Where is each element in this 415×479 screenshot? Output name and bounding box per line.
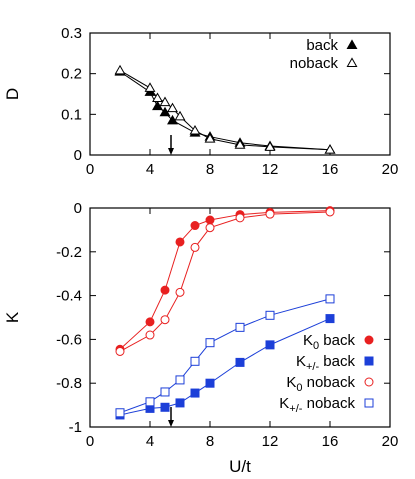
data-point (190, 356, 200, 366)
data-point (205, 215, 215, 225)
arrow-head (168, 420, 174, 427)
legend-label: noback (290, 55, 339, 72)
data-point (167, 102, 178, 113)
series (114, 64, 336, 154)
data-point (115, 346, 125, 356)
y-tick-label: 0.2 (61, 66, 82, 83)
y-tick-label: 0.1 (61, 106, 82, 123)
data-point (167, 114, 178, 125)
data-point (174, 110, 186, 121)
series-line (119, 71, 331, 151)
data-point (152, 92, 163, 103)
data-point (325, 207, 335, 217)
y-tick-label: -1 (69, 419, 82, 436)
x-axis-label: U/t (229, 457, 251, 476)
y-axis-label: K (3, 311, 22, 323)
data-point (205, 378, 215, 388)
x-tick-label: 0 (86, 433, 94, 450)
legend-label: K0 back (303, 332, 355, 352)
x-tick-label: 0 (86, 161, 94, 178)
series (114, 66, 336, 154)
data-point (190, 388, 200, 398)
x-tick-label: 12 (262, 433, 279, 450)
series-line (119, 69, 331, 151)
data-point (145, 397, 155, 407)
data-point (145, 317, 155, 327)
series-line (119, 210, 331, 350)
y-tick-label: 0 (74, 200, 82, 217)
data-point (160, 285, 170, 295)
legend-marker (346, 57, 358, 67)
plot-frame (89, 207, 391, 428)
data-point (144, 82, 156, 92)
data-point (190, 221, 200, 231)
data-point (159, 96, 171, 107)
plot-frame (89, 32, 391, 156)
x-tick-label: 20 (382, 161, 399, 178)
y-tick-label: -0.6 (56, 331, 82, 348)
x-tick-label: 20 (382, 433, 399, 450)
legend-label: K0 noback (286, 374, 355, 394)
x-tick-label: 8 (206, 433, 214, 450)
y-tick-label: 0.3 (61, 25, 82, 42)
data-point (205, 338, 215, 348)
data-point (152, 100, 163, 111)
data-point (235, 213, 245, 223)
data-point (264, 141, 276, 151)
y-tick-label: -0.8 (56, 375, 82, 392)
data-point (325, 314, 335, 324)
data-point (160, 315, 170, 325)
y-tick-label: 0 (74, 147, 82, 164)
data-point (115, 408, 125, 418)
legend-label: K+/- back (296, 353, 356, 373)
data-point (325, 294, 335, 304)
x-tick-label: 16 (322, 161, 339, 178)
data-point (175, 375, 185, 385)
x-tick-label: 16 (322, 433, 339, 450)
data-point (234, 139, 246, 149)
legend-marker (346, 39, 358, 49)
data-point (145, 330, 155, 340)
data-point (324, 144, 336, 154)
data-point (175, 398, 185, 408)
legend-marker (364, 335, 374, 345)
data-point (160, 387, 170, 397)
series (115, 207, 335, 356)
data-point (175, 237, 185, 247)
legend-marker (364, 377, 374, 387)
legend-marker (364, 398, 374, 408)
y-axis-label: D (3, 88, 22, 100)
series-line (119, 211, 331, 352)
data-point (114, 64, 126, 75)
data-point (160, 402, 170, 412)
data-point (235, 357, 245, 367)
data-point (175, 287, 185, 297)
data-point (265, 310, 275, 320)
y-tick-label: -0.4 (56, 288, 82, 305)
x-tick-label: 4 (146, 161, 154, 178)
x-tick-label: 4 (146, 433, 154, 450)
y-tick-label: -0.2 (56, 244, 82, 261)
legend-label: back (306, 37, 338, 54)
x-tick-label: 12 (262, 161, 279, 178)
series (115, 294, 335, 418)
data-point (265, 209, 275, 219)
data-point (265, 340, 275, 350)
legend-marker (364, 356, 374, 366)
arrow-head (168, 148, 174, 155)
data-point (205, 223, 215, 233)
data-point (204, 133, 216, 143)
data-point (235, 322, 245, 332)
data-point (189, 124, 201, 135)
data-point (190, 242, 200, 252)
x-tick-label: 8 (206, 161, 214, 178)
panel-k-plot: 0 4 8 12 16 200-0.2-0.4-0.6-0.8-1KU/tK0 backK… (3, 200, 398, 476)
legend-label: K+/- noback (279, 395, 355, 415)
data-point (159, 106, 171, 117)
